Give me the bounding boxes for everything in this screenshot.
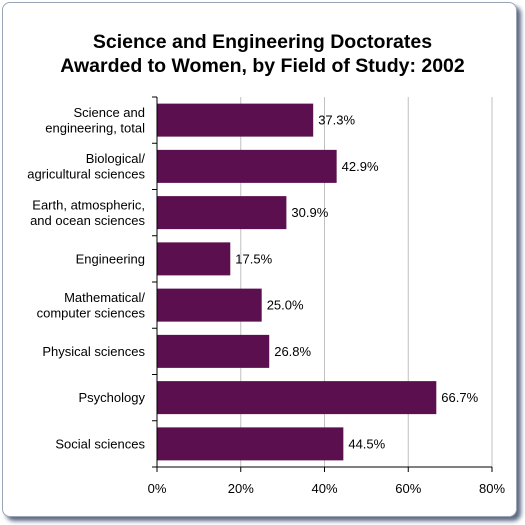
value-label-6: 66.7% (441, 390, 478, 405)
bar-0 (157, 103, 314, 137)
x-tick-label-80: 80% (479, 481, 505, 496)
category-label-7-0: Social sciences (55, 436, 145, 451)
value-label-4: 25.0% (267, 298, 304, 313)
category-label-0-0: Science and (73, 105, 145, 120)
value-label-5: 26.8% (274, 344, 311, 359)
category-label-0-1: engineering, total (45, 120, 145, 135)
category-label-2-0: Earth, atmospheric, (32, 197, 145, 212)
x-tick-label-0: 0% (148, 481, 167, 496)
category-label-4-0: Mathematical/ (64, 290, 145, 305)
bar-5 (157, 334, 270, 368)
bar-6 (157, 381, 437, 415)
x-tick-label-60: 60% (395, 481, 421, 496)
value-label-3: 17.5% (235, 251, 272, 266)
category-label-2-1: and ocean sciences (30, 213, 145, 228)
category-label-1-0: Biological/ (86, 151, 146, 166)
category-label-3-0: Engineering (76, 251, 145, 266)
x-tick-label-20: 20% (228, 481, 254, 496)
category-label-6-0: Psychology (79, 390, 146, 405)
value-label-0: 37.3% (318, 113, 355, 128)
category-label-1-1: agricultural sciences (27, 167, 145, 182)
x-tick-label-40: 40% (311, 481, 337, 496)
value-label-1: 42.9% (342, 159, 379, 174)
chart-title-line-2: Awarded to Women, by Field of Study: 200… (60, 55, 465, 77)
category-label-5-0: Physical sciences (42, 344, 145, 359)
value-label-2: 30.9% (291, 205, 328, 220)
bar-7 (157, 427, 344, 461)
bar-1 (157, 149, 337, 183)
bar-4 (157, 288, 262, 322)
category-label-4-1: computer sciences (37, 305, 146, 320)
bar-2 (157, 196, 287, 230)
chart-title-line-1: Science and Engineering Doctorates (92, 31, 433, 53)
value-label-7: 44.5% (348, 436, 385, 451)
bar-3 (157, 242, 231, 276)
